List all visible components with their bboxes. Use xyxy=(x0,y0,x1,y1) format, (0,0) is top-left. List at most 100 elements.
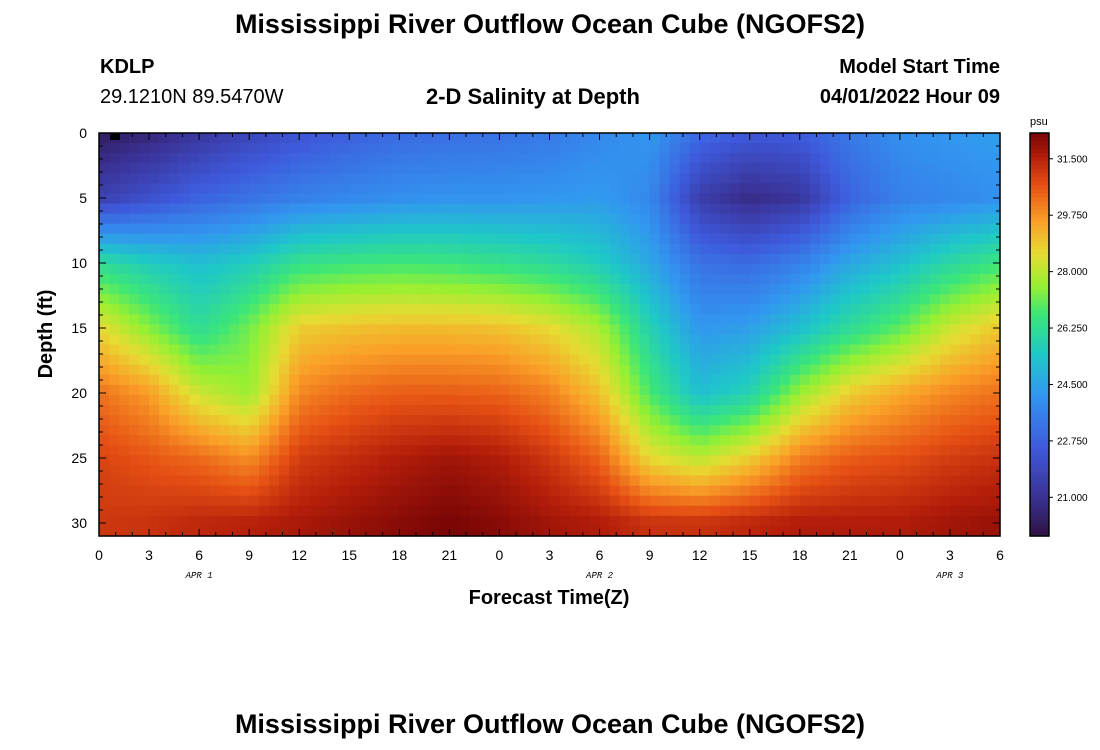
heatmap-cell xyxy=(519,435,531,446)
heatmap-cell xyxy=(149,133,160,144)
x-tick-label: 15 xyxy=(341,547,357,563)
heatmap-cell xyxy=(579,405,591,416)
heatmap-cell xyxy=(559,394,571,406)
heatmap-cell xyxy=(719,394,731,406)
heatmap-cell xyxy=(109,394,120,406)
heatmap-cell xyxy=(769,274,781,285)
heatmap-cell xyxy=(339,505,350,517)
heatmap-cell xyxy=(149,425,160,436)
heatmap-cell xyxy=(529,495,541,507)
heatmap-cell xyxy=(139,173,150,184)
heatmap-cell xyxy=(879,203,891,215)
heatmap-cell xyxy=(699,304,711,315)
heatmap-cell xyxy=(639,223,651,235)
heatmap-cell xyxy=(759,445,771,456)
heatmap-cell xyxy=(509,183,521,195)
x-tick-label: 0 xyxy=(496,547,504,563)
heatmap-cell xyxy=(589,173,601,184)
heatmap-cell xyxy=(239,515,250,527)
heatmap-cell xyxy=(429,213,440,225)
heatmap-cell xyxy=(839,223,851,235)
heatmap-cell xyxy=(109,153,120,164)
heatmap-cell xyxy=(429,344,440,356)
heatmap-cell xyxy=(399,495,410,507)
heatmap-cell xyxy=(279,133,290,144)
heatmap-cell xyxy=(339,253,350,265)
heatmap-cell xyxy=(199,405,210,416)
heatmap-cell xyxy=(459,505,471,517)
heatmap-cell xyxy=(339,143,350,154)
heatmap-cell xyxy=(369,314,380,326)
heatmap-cell xyxy=(819,243,831,255)
heatmap-cell xyxy=(479,344,491,356)
heatmap-cell xyxy=(329,394,340,406)
heatmap-cell xyxy=(599,425,611,436)
heatmap-cell xyxy=(889,294,901,305)
heatmap-cell xyxy=(269,253,280,265)
heatmap-cell xyxy=(879,394,891,406)
heatmap-cell xyxy=(279,384,290,396)
heatmap-cell xyxy=(759,243,771,255)
heatmap-cell xyxy=(419,354,430,366)
heatmap-cell xyxy=(269,163,280,174)
heatmap-cell xyxy=(919,133,931,144)
heatmap-cell xyxy=(749,284,761,295)
heatmap-cell xyxy=(449,505,460,517)
heatmap-cell xyxy=(289,485,300,497)
heatmap-cell xyxy=(779,314,791,326)
heatmap-cell xyxy=(619,233,631,245)
heatmap-cell xyxy=(789,133,801,144)
heatmap-cell xyxy=(529,143,541,154)
heatmap-cell xyxy=(829,284,841,295)
heatmap-cell xyxy=(349,173,360,184)
heatmap-cell xyxy=(129,233,140,245)
heatmap-cell xyxy=(449,425,460,436)
heatmap-cell xyxy=(449,405,460,416)
heatmap-cell xyxy=(859,253,871,265)
heatmap-cell xyxy=(529,435,541,446)
heatmap-cell xyxy=(399,203,410,215)
date-label: APR 1 xyxy=(185,571,213,581)
colorbar-step xyxy=(1030,302,1049,307)
heatmap-cell xyxy=(419,133,430,144)
heatmap-cell xyxy=(629,435,641,446)
heatmap-cell xyxy=(359,425,370,436)
heatmap-cell xyxy=(249,213,260,225)
heatmap-cell xyxy=(829,415,841,426)
heatmap-cell xyxy=(239,143,250,154)
heatmap-cell xyxy=(989,485,1001,497)
heatmap-cell xyxy=(209,314,220,326)
heatmap-cell xyxy=(269,485,280,497)
heatmap-cell xyxy=(569,435,581,446)
heatmap-cell xyxy=(359,203,370,215)
heatmap-cell xyxy=(899,344,911,356)
heatmap-cell xyxy=(309,485,320,497)
heatmap-cell xyxy=(649,173,661,184)
heatmap-cell xyxy=(589,274,601,285)
heatmap-cell xyxy=(719,294,731,305)
heatmap-cell xyxy=(739,394,751,406)
heatmap-cell xyxy=(219,344,230,356)
heatmap-cell xyxy=(849,364,861,376)
heatmap-cell xyxy=(409,253,420,265)
heatmap-cell xyxy=(329,485,340,497)
heatmap-cell xyxy=(779,223,791,235)
colorbar-step xyxy=(1030,145,1049,150)
heatmap-cell xyxy=(629,405,641,416)
heatmap-cell xyxy=(849,475,861,487)
heatmap-cell xyxy=(269,153,280,164)
heatmap-cell xyxy=(129,334,140,346)
heatmap-cell xyxy=(909,284,921,295)
heatmap-cell xyxy=(799,203,811,215)
heatmap-cell xyxy=(269,243,280,255)
heatmap-cell xyxy=(579,435,591,446)
heatmap-cell xyxy=(329,384,340,396)
heatmap-cell xyxy=(709,173,721,184)
heatmap-cell xyxy=(199,284,210,295)
heatmap-cell xyxy=(189,213,200,225)
heatmap-cell xyxy=(769,163,781,174)
heatmap-cell xyxy=(679,223,691,235)
heatmap-cell xyxy=(949,405,961,416)
heatmap-cell xyxy=(629,515,641,527)
heatmap-cell xyxy=(259,153,270,164)
